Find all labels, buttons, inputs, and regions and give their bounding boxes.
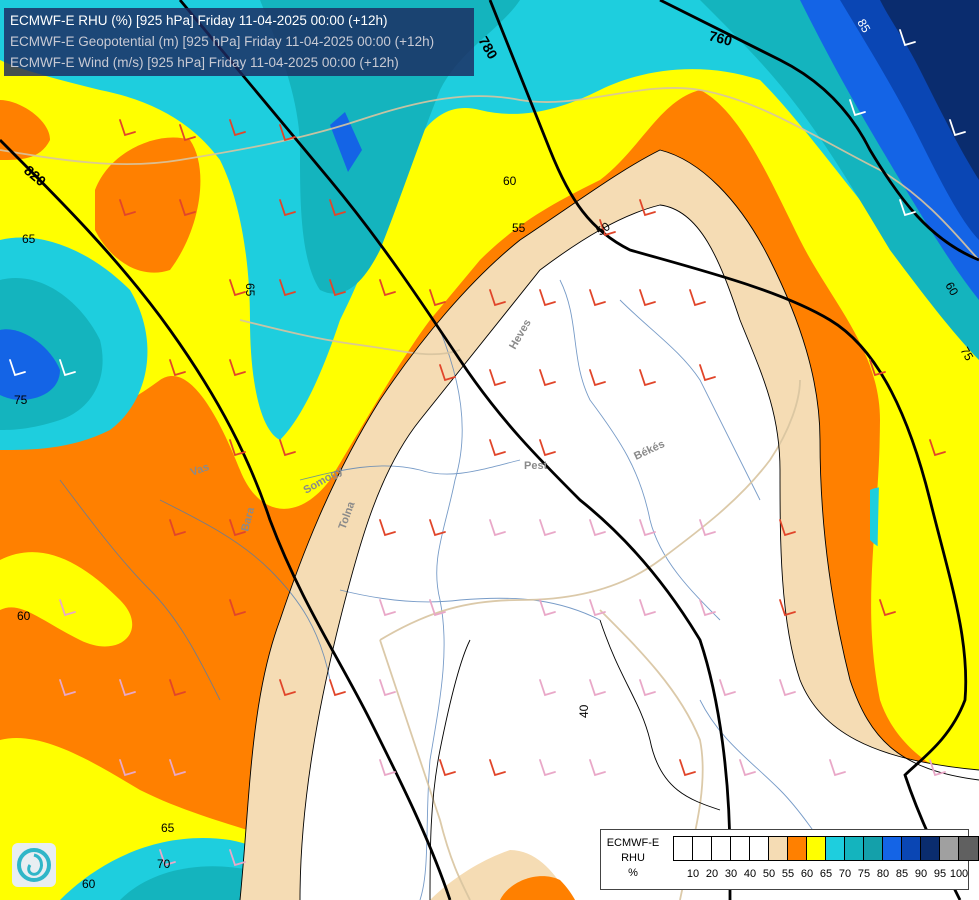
geopotential-label: 760 — [707, 27, 734, 49]
rhu-contours — [239, 149, 979, 900]
legend-tick: 65 — [819, 868, 833, 880]
rhu-label: 65 — [243, 283, 257, 297]
legend-tick: 80 — [876, 868, 890, 880]
rhu-band-75-bottom — [120, 866, 280, 900]
legend-swatch — [940, 837, 959, 860]
legend-tick: 30 — [724, 868, 738, 880]
place-label: Pest — [524, 460, 548, 472]
legend-swatch — [674, 837, 693, 860]
legend-tick: 60 — [800, 868, 814, 880]
rhu-label: 60 — [82, 877, 96, 891]
legend-color-bar — [673, 836, 979, 861]
rhu-band-80-west — [0, 329, 60, 400]
wind-barbs — [9, 29, 966, 867]
wind-title: ECMWF-E Wind (m/s) [925 hPa] Friday 11-0… — [10, 55, 399, 70]
legend-tick: 75 — [857, 868, 871, 880]
rhu-label: 55 — [512, 221, 526, 235]
legend-tick: 40 — [743, 868, 757, 880]
legend-swatch — [921, 837, 940, 860]
legend-swatch — [769, 837, 788, 860]
rhu-label: 60 — [17, 609, 31, 623]
rhu-label: 75 — [14, 393, 28, 407]
legend-tick: 55 — [781, 868, 795, 880]
borders — [0, 87, 979, 900]
geopotential-title: ECMWF-E Geopotential (m) [925 hPa] Frida… — [10, 34, 435, 49]
legend-tick: 95 — [933, 868, 947, 880]
legend-tick: 100 — [949, 868, 969, 880]
rhu-label: 40 — [577, 704, 591, 718]
rhu-label: 65 — [161, 821, 175, 835]
legend-field: RHU — [621, 852, 645, 864]
legend-swatch — [788, 837, 807, 860]
legend-swatch — [826, 837, 845, 860]
rhu-band-70-north — [0, 0, 979, 440]
rhu-label: 60 — [503, 174, 517, 188]
legend-swatch — [807, 837, 826, 860]
rhu-label: 60 — [942, 280, 961, 299]
legend-model: ECMWF-E — [606, 837, 660, 849]
rhu-title: ECMWF-E RHU (%) [925 hPa] Friday 11-04-2… — [10, 13, 388, 28]
rhu-band-60-south — [500, 876, 575, 900]
rhu-label: 75 — [957, 345, 976, 364]
map-title-panel: ECMWF-E RHU (%) [925 hPa] Friday 11-04-2… — [4, 8, 474, 76]
rhu-contour-labels: 40 50 55 60 60 60 60 65 65 65 70 75 75 8… — [14, 17, 976, 892]
legend-swatch — [750, 837, 769, 860]
rhu-band-60-northwest — [95, 137, 201, 273]
legend-swatch — [902, 837, 921, 860]
legend-tick: 20 — [705, 868, 719, 880]
rhu-band-65-east — [877, 300, 979, 712]
logo-icon — [12, 843, 56, 887]
legend-tick: 10 — [686, 868, 700, 880]
legend-swatch — [864, 837, 883, 860]
rhu-band-65-southwest — [0, 552, 133, 647]
legend-label: ECMWF-E RHU % — [605, 836, 661, 881]
color-legend: ECMWF-E RHU % 10 20 30 40 50 55 60 65 70 75 80 85 90… — [600, 829, 979, 890]
legend-tick: 90 — [914, 868, 928, 880]
legend-swatch — [959, 837, 978, 860]
legend-swatch — [693, 837, 712, 860]
legend-tick: 70 — [838, 868, 852, 880]
legend-swatch — [845, 837, 864, 860]
legend-tick: 85 — [895, 868, 909, 880]
legend-swatch — [731, 837, 750, 860]
rhu-band-60-corner — [0, 100, 50, 160]
rhu-band-50 — [300, 205, 979, 900]
rhu-label: 65 — [22, 232, 36, 246]
legend-swatch — [883, 837, 902, 860]
legend-unit: % — [628, 867, 638, 879]
legend-tick: 50 — [762, 868, 776, 880]
rhu-label: 85 — [854, 17, 873, 36]
legend-swatch — [712, 837, 731, 860]
rhu-label: 70 — [157, 857, 171, 871]
